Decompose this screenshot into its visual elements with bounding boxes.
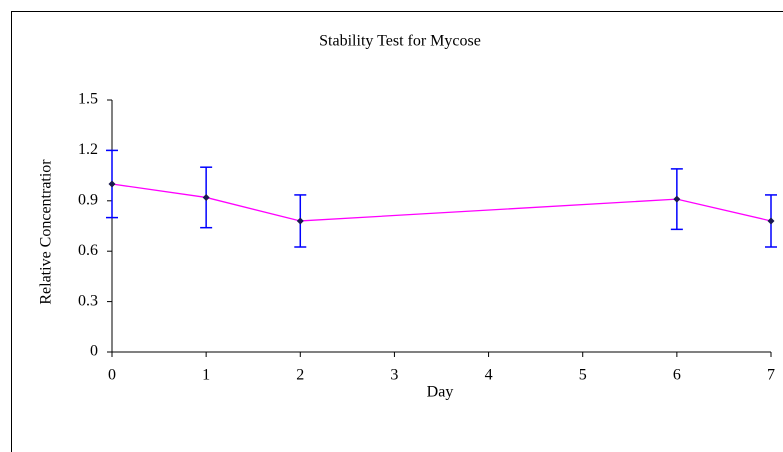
data-point bbox=[296, 217, 304, 225]
chart-border bbox=[11, 11, 783, 452]
y-tick-label: 1.2 bbox=[78, 141, 98, 158]
x-tick-label: 6 bbox=[673, 367, 681, 384]
x-tick-label: 4 bbox=[485, 367, 493, 384]
x-tick-label: 3 bbox=[390, 367, 398, 384]
x-tick-label: 2 bbox=[296, 367, 304, 384]
data-line bbox=[111, 183, 772, 222]
data-point bbox=[673, 195, 681, 203]
data-point bbox=[108, 180, 116, 188]
y-axis-label: Relative Concentratior bbox=[38, 159, 55, 305]
y-tick-label: 0.3 bbox=[78, 292, 98, 309]
x-tick-label: 5 bbox=[579, 367, 587, 384]
chart-title: Stability Test for Mycose bbox=[319, 33, 481, 50]
x-axis-label: Day bbox=[427, 384, 454, 401]
data-point bbox=[202, 193, 210, 201]
y-tick-label: 1.5 bbox=[78, 91, 98, 108]
data-point bbox=[767, 217, 775, 225]
x-tick-label: 7 bbox=[767, 367, 775, 384]
y-tick-label: 0.9 bbox=[78, 191, 98, 208]
x-tick-label: 1 bbox=[202, 367, 210, 384]
x-tick-label: 0 bbox=[108, 367, 116, 384]
y-tick-label: 0.6 bbox=[78, 242, 98, 259]
y-tick-label: 0 bbox=[90, 343, 98, 360]
